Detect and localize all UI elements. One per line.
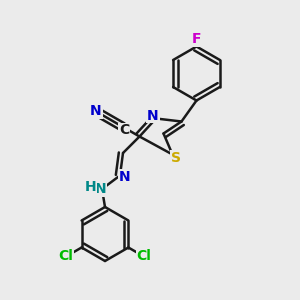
Text: N: N	[95, 182, 106, 196]
Text: N: N	[119, 170, 130, 184]
Text: S: S	[170, 151, 181, 164]
Text: H: H	[85, 180, 96, 194]
Text: N: N	[90, 104, 102, 118]
Text: C: C	[119, 123, 129, 137]
Text: Cl: Cl	[136, 250, 152, 263]
Text: Cl: Cl	[58, 250, 74, 263]
Text: N: N	[147, 109, 159, 122]
Text: F: F	[192, 32, 201, 46]
